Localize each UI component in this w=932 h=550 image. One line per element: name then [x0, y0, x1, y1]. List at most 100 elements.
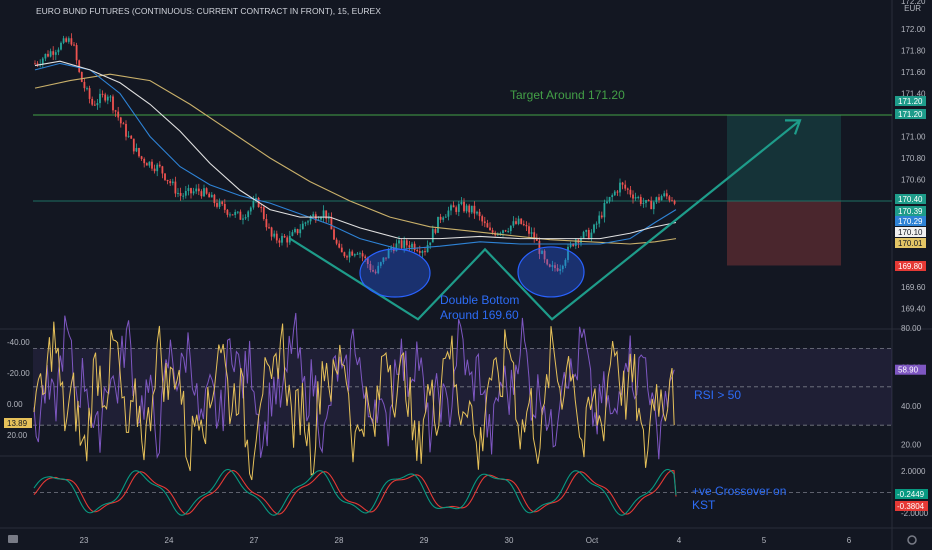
- candle-body: [138, 147, 140, 157]
- kst-label-bg: [895, 501, 928, 511]
- candle-body: [551, 265, 554, 267]
- time-axis-label: 4: [677, 536, 682, 545]
- price-tick-label: 172.00: [901, 25, 926, 34]
- candle-body: [564, 259, 567, 266]
- candle-body: [502, 230, 504, 234]
- candle-body: [507, 231, 510, 233]
- candle-body: [460, 201, 463, 205]
- time-axis-label: 28: [335, 536, 344, 545]
- candle-body: [450, 205, 452, 211]
- candle-body: [348, 251, 351, 258]
- logo-mark: [8, 535, 18, 543]
- candle-body: [580, 238, 582, 243]
- ma-line-white: [34, 60, 677, 240]
- candle-body: [567, 246, 569, 260]
- candle-body: [221, 201, 224, 205]
- price-tick-label: 171.40: [901, 90, 926, 99]
- candle-body: [366, 257, 369, 265]
- candle-body: [299, 229, 302, 234]
- candle-body: [307, 221, 309, 223]
- time-axis-label: 27: [250, 536, 259, 545]
- price-label-bg: [895, 216, 926, 226]
- rsi-left-tick: -20.00: [7, 369, 30, 378]
- price-label: 169.80: [898, 262, 923, 271]
- stop-zone: [727, 201, 841, 266]
- candle-body: [509, 225, 512, 232]
- candle-body: [75, 45, 78, 61]
- candle-body: [483, 221, 486, 224]
- candle-body: [619, 182, 621, 193]
- candle-body: [528, 226, 530, 234]
- candle-body: [231, 214, 234, 216]
- double-bottom-annotation: Around 169.60: [440, 308, 519, 322]
- candle-body: [260, 207, 263, 209]
- rsi-line-yellow: [33, 321, 675, 481]
- candle-body: [286, 237, 289, 243]
- candle-body: [637, 196, 640, 198]
- rsi-right-tick: 20.00: [901, 440, 922, 449]
- price-label-bg: [895, 227, 926, 237]
- time-axis-label: 23: [80, 536, 89, 545]
- candle-body: [411, 243, 413, 248]
- candle-body: [101, 93, 104, 95]
- candle-body: [275, 233, 278, 241]
- chart-title: EURO BUND FUTURES (CONTINUOUS: CURRENT C…: [36, 6, 381, 16]
- candle-body: [164, 173, 166, 180]
- candle-body: [595, 223, 598, 225]
- candle-body: [665, 193, 668, 197]
- candle-body: [353, 254, 356, 256]
- candle-body: [179, 192, 182, 196]
- candle-body: [543, 250, 546, 260]
- candle-body: [390, 247, 393, 250]
- candle-body: [88, 88, 91, 99]
- candle-body: [470, 205, 473, 213]
- candle-body: [515, 221, 517, 224]
- candle-body: [400, 240, 403, 248]
- candle-body: [413, 243, 416, 251]
- candle-body: [621, 182, 624, 185]
- candle-body: [382, 257, 385, 263]
- candle-body: [104, 94, 107, 101]
- candle-body: [385, 257, 387, 259]
- candle-body: [96, 103, 99, 106]
- candle-body: [335, 239, 338, 244]
- candle-body: [377, 265, 380, 274]
- candle-body: [304, 222, 307, 224]
- candle-body: [106, 96, 109, 101]
- candle-body: [190, 188, 192, 194]
- candle-body: [57, 49, 60, 53]
- candle-body: [655, 197, 658, 203]
- candle-body: [195, 188, 198, 192]
- candle-body: [83, 81, 86, 89]
- price-tick-label: 170.80: [901, 154, 926, 163]
- candle-body: [671, 200, 673, 202]
- candle-body: [278, 240, 281, 243]
- candle-body: [291, 232, 294, 236]
- arrow-head: [785, 119, 802, 135]
- price-label-bg: [895, 194, 926, 204]
- candle-body: [117, 111, 120, 118]
- candle-body: [70, 38, 73, 45]
- candle-body: [210, 194, 213, 198]
- candle-body: [457, 204, 460, 212]
- candle-body: [200, 191, 203, 197]
- candle-body: [387, 249, 390, 259]
- candle-body: [197, 188, 200, 192]
- candle-body: [574, 239, 577, 246]
- gear-icon[interactable]: [907, 535, 917, 545]
- candle-body: [395, 243, 398, 252]
- candle-body: [600, 215, 603, 218]
- time-axis-label: 30: [505, 536, 514, 545]
- candle-body: [252, 200, 255, 208]
- candle-body: [187, 188, 190, 191]
- candle-body: [192, 191, 195, 194]
- candle-body: [572, 243, 575, 246]
- candle-body: [478, 211, 481, 217]
- candle-body: [41, 58, 44, 65]
- candle-body: [468, 205, 471, 213]
- candle-body: [447, 210, 450, 217]
- price-label-bg: [895, 206, 926, 216]
